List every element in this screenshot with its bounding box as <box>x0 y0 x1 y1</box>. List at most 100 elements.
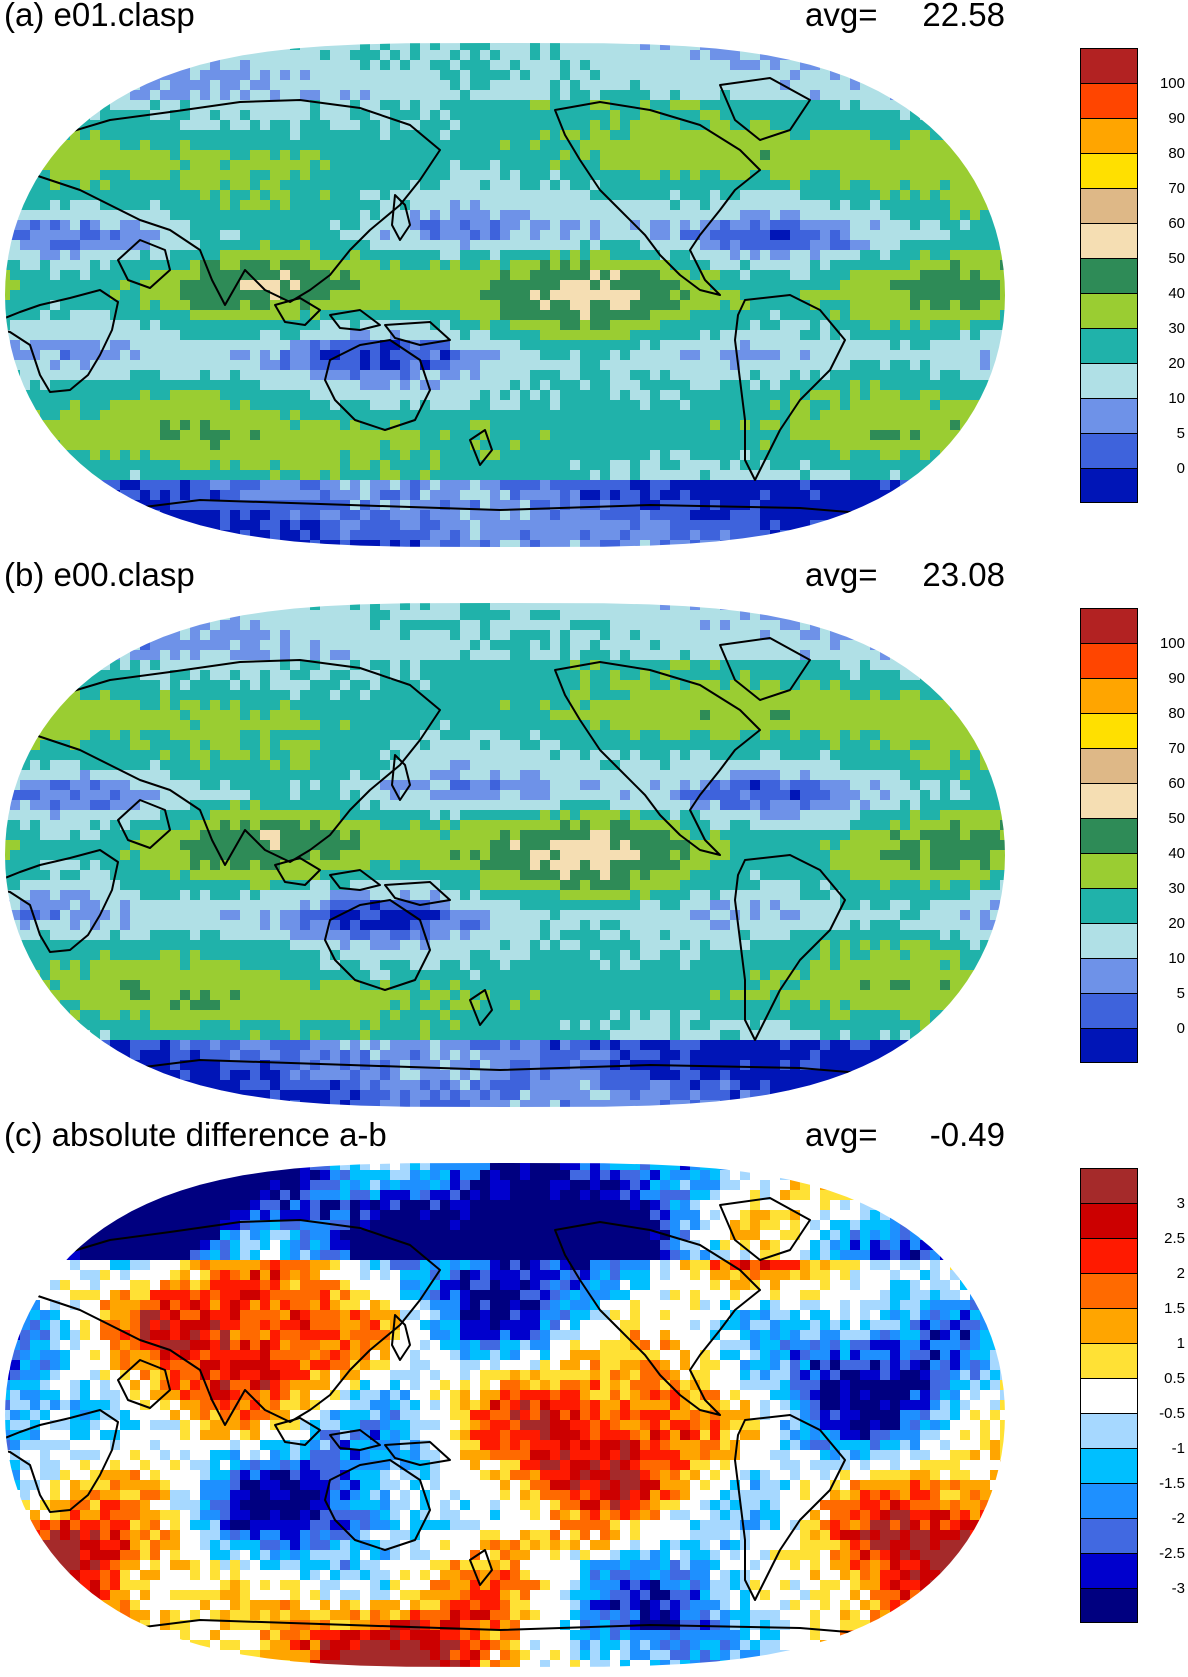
grid-cell <box>130 340 140 350</box>
grid-cell <box>950 120 960 130</box>
grid-cell <box>890 410 900 420</box>
grid-cell <box>970 120 980 130</box>
grid-cell <box>390 270 400 280</box>
grid-cell <box>500 110 510 120</box>
grid-cell <box>50 440 60 450</box>
grid-cell <box>210 470 220 480</box>
grid-cell <box>700 320 710 330</box>
grid-cell <box>630 320 640 330</box>
grid-cell <box>870 210 880 220</box>
grid-cell <box>740 400 750 410</box>
grid-cell <box>780 400 790 410</box>
grid-cell <box>30 380 40 390</box>
grid-cell <box>140 300 150 310</box>
grid-cell <box>620 440 630 450</box>
grid-cell <box>610 390 620 400</box>
grid-cell <box>490 200 500 210</box>
grid-cell <box>650 150 660 160</box>
grid-cell <box>560 440 570 450</box>
grid-cell <box>330 490 340 500</box>
grid-cell <box>370 480 380 490</box>
grid-cell <box>160 520 170 530</box>
grid-cell <box>510 50 520 60</box>
grid-cell <box>580 230 590 240</box>
grid-cell <box>590 430 600 440</box>
grid-cell <box>670 140 680 150</box>
grid-cell <box>490 240 500 250</box>
grid-cell <box>420 100 430 110</box>
grid-cell <box>540 450 550 460</box>
grid-cell <box>420 440 430 450</box>
grid-cell <box>680 470 690 480</box>
grid-cell <box>70 130 80 140</box>
grid-cell <box>840 360 850 370</box>
grid-cell <box>620 420 630 430</box>
grid-cell <box>790 43 800 50</box>
grid-cell <box>410 380 420 390</box>
grid-cell <box>910 43 920 50</box>
grid-cell <box>850 280 860 290</box>
grid-cell <box>840 130 850 140</box>
grid-cell <box>930 450 940 460</box>
grid-cell <box>470 110 480 120</box>
grid-cell <box>390 490 400 500</box>
grid-cell <box>110 250 120 260</box>
grid-cell <box>160 210 170 220</box>
grid-cell <box>880 360 890 370</box>
grid-cell <box>330 360 340 370</box>
grid-cell <box>620 50 630 60</box>
grid-cell <box>630 260 640 270</box>
grid-cell <box>290 470 300 480</box>
grid-cell <box>500 520 510 530</box>
grid-cell <box>20 43 30 50</box>
grid-cell <box>450 130 460 140</box>
grid-cell <box>190 220 200 230</box>
grid-cell <box>750 460 760 470</box>
grid-cell <box>820 200 830 210</box>
grid-cell <box>590 370 600 380</box>
grid-cell <box>220 500 230 510</box>
grid-cell <box>420 480 430 490</box>
grid-cell <box>140 330 150 340</box>
grid-cell <box>120 220 130 230</box>
grid-cell <box>270 70 280 80</box>
grid-cell <box>220 490 230 500</box>
grid-cell <box>70 500 80 510</box>
grid-cell <box>450 280 460 290</box>
grid-cell <box>560 270 570 280</box>
grid-cell <box>890 490 900 500</box>
grid-cell <box>780 490 790 500</box>
grid-cell <box>590 160 600 170</box>
grid-cell <box>500 440 510 450</box>
grid-cell <box>970 110 980 120</box>
grid-cell <box>870 350 880 360</box>
grid-cell <box>840 500 850 510</box>
grid-cell <box>620 520 630 530</box>
grid-cell <box>290 50 300 60</box>
grid-cell <box>980 180 990 190</box>
grid-cell <box>370 190 380 200</box>
grid-cell <box>710 140 720 150</box>
grid-cell <box>500 160 510 170</box>
grid-cell <box>40 140 50 150</box>
grid-cell <box>860 330 870 340</box>
grid-cell <box>310 350 320 360</box>
grid-cell <box>310 80 320 90</box>
grid-cell <box>390 60 400 70</box>
grid-cell <box>260 510 270 520</box>
grid-cell <box>790 80 800 90</box>
grid-cell <box>510 260 520 270</box>
grid-cell <box>340 390 350 400</box>
grid-cell <box>140 190 150 200</box>
grid-cell <box>640 520 650 530</box>
grid-cell <box>470 320 480 330</box>
grid-cell <box>980 430 990 440</box>
grid-cell <box>130 510 140 520</box>
grid-cell <box>210 270 220 280</box>
grid-cell <box>140 200 150 210</box>
grid-cell <box>960 510 970 520</box>
grid-cell <box>980 100 990 110</box>
grid-cell <box>320 310 330 320</box>
grid-cell <box>890 180 900 190</box>
grid-cell <box>360 200 370 210</box>
